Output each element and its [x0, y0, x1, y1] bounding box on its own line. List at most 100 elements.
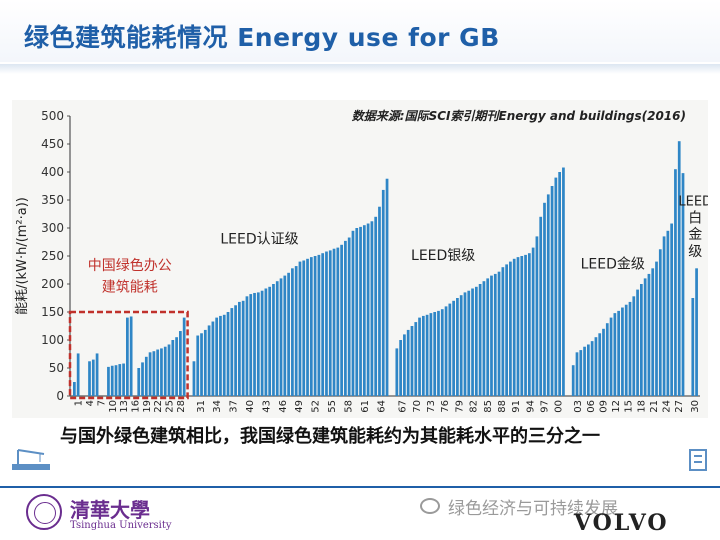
- bar: [203, 329, 207, 396]
- bar: [211, 321, 215, 396]
- y-axis-label: 能耗/(kW·h/(m²·a)): [15, 197, 30, 315]
- bar: [655, 261, 658, 396]
- bar: [691, 298, 695, 396]
- bar: [459, 295, 463, 396]
- bar: [175, 337, 178, 396]
- bar: [279, 278, 283, 396]
- bar: [344, 240, 347, 396]
- x-tick-label: 34: [212, 400, 223, 413]
- bar: [647, 273, 651, 396]
- bar: [501, 267, 505, 396]
- wechat-account-name: 绿色经济与可持续发展: [448, 499, 618, 519]
- construction-crane-icon: [12, 449, 50, 470]
- bar: [256, 292, 260, 396]
- bar: [355, 228, 359, 396]
- bar: [463, 292, 467, 396]
- bar: [535, 236, 539, 396]
- bar: [406, 329, 410, 396]
- bar: [200, 333, 203, 396]
- bar: [272, 284, 275, 396]
- x-tick-label: 55: [327, 400, 338, 413]
- x-tick-label: 46: [278, 400, 289, 413]
- x-tick-label: 94: [525, 400, 536, 413]
- y-tick-label: 300: [41, 221, 64, 235]
- wechat-watermark: 绿色经济与可持续发展: [420, 494, 710, 519]
- bar: [681, 173, 685, 396]
- bar: [617, 310, 621, 396]
- bar: [429, 313, 433, 396]
- bar: [425, 314, 429, 396]
- annotation-leed-gold: LEED金级: [581, 256, 645, 272]
- bar: [448, 303, 452, 396]
- bar: [260, 290, 264, 396]
- x-tick-label: 00: [554, 400, 565, 413]
- annotation-leed-platinum-line2: 白: [688, 210, 702, 226]
- bar: [167, 344, 171, 396]
- annotation-leed-platinum-line1: LEED: [678, 195, 708, 210]
- x-tick-label: 16: [130, 400, 141, 413]
- bar: [583, 346, 586, 396]
- bar: [558, 172, 561, 396]
- bar: [399, 340, 402, 396]
- chart-panel: 数据来源:国际SCI索引期刊Energy and buildings(2016)…: [12, 100, 712, 418]
- bar: [219, 315, 222, 396]
- bar: [456, 298, 459, 396]
- bar: [126, 317, 129, 396]
- x-tick-label: 37: [229, 400, 240, 413]
- x-tick-label: 03: [573, 400, 584, 413]
- bar: [505, 264, 508, 396]
- title-underline: [0, 64, 720, 74]
- x-tick-label: 49: [294, 400, 305, 413]
- x-tick-label: 1: [74, 400, 85, 406]
- bar: [325, 251, 328, 396]
- bar: [571, 365, 575, 396]
- bar: [467, 290, 471, 396]
- bar: [403, 334, 406, 396]
- annotation-leed-platinum-line3: 金: [688, 227, 702, 243]
- bar: [543, 202, 546, 396]
- x-tick-label: 22: [153, 400, 164, 413]
- bar: [440, 309, 444, 396]
- bar: [283, 275, 287, 396]
- bar: [520, 256, 524, 396]
- bar: [234, 305, 237, 396]
- bar: [516, 257, 520, 396]
- bar: [609, 317, 613, 396]
- bar: [524, 254, 527, 396]
- x-tick-label: 40: [245, 400, 256, 413]
- x-tick-label: 15: [624, 400, 635, 413]
- source-note: 数据来源:国际SCI索引期刊Energy and buildings(2016): [352, 109, 686, 123]
- x-tick-label: 61: [360, 400, 371, 413]
- bar: [418, 317, 421, 396]
- bar: [249, 294, 253, 396]
- university-name-cn: 清華大學: [70, 498, 150, 522]
- bar: [695, 268, 698, 396]
- bar: [156, 349, 160, 396]
- x-tick-label: 25: [165, 400, 176, 413]
- bar: [636, 289, 639, 396]
- annotation-china-line1: 中国绿色办公: [88, 257, 172, 274]
- x-tick-label: 7: [96, 400, 107, 406]
- bar: [73, 382, 76, 396]
- bar: [313, 256, 317, 396]
- annotation-leed-platinum-line4: 级: [688, 244, 702, 260]
- bar: [410, 326, 414, 396]
- bar: [264, 288, 268, 396]
- footer-divider: [0, 486, 720, 488]
- bar: [366, 223, 370, 396]
- bar: [370, 221, 374, 396]
- bar: [575, 352, 579, 396]
- bar: [605, 323, 609, 396]
- bar: [144, 356, 148, 396]
- bar: [122, 363, 125, 396]
- bar: [598, 333, 602, 396]
- bar: [192, 361, 196, 396]
- china-highlight-box: [68, 310, 189, 400]
- x-tick-label: 27: [674, 400, 685, 413]
- bar: [421, 315, 425, 396]
- bar: [621, 307, 624, 396]
- x-tick-label: 64: [376, 400, 387, 413]
- bar: [632, 296, 636, 396]
- bar: [306, 258, 309, 396]
